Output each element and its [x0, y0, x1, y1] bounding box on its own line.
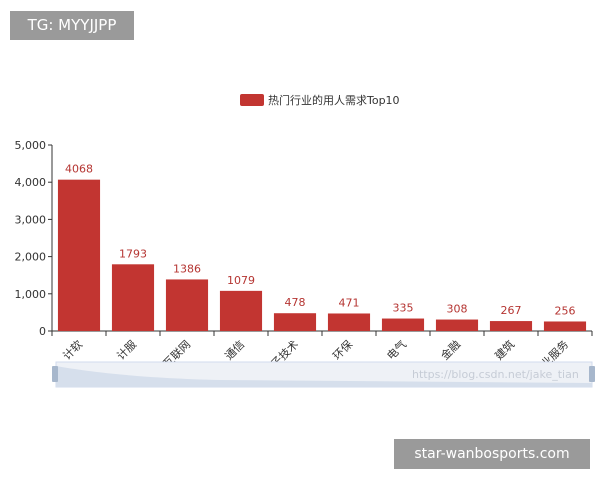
y-tick-label: 0: [39, 325, 46, 338]
data-zoom-slider[interactable]: https://blog.csdn.net/jake_tian: [52, 361, 595, 388]
x-category-label: 环保: [330, 337, 355, 362]
bar-value-label: 1386: [173, 262, 201, 275]
x-category-label: 通信: [222, 338, 247, 363]
bar-value-label: 4068: [65, 163, 93, 176]
bar-5[interactable]: [273, 313, 317, 331]
bar-value-label: 1079: [227, 274, 255, 287]
bar-value-label: 308: [447, 303, 468, 316]
x-category-label: 电气: [384, 337, 409, 362]
legend[interactable]: 热门行业的用人需求Top10: [240, 93, 400, 107]
bar-1[interactable]: [57, 179, 101, 331]
x-category-label: 计软: [60, 337, 85, 362]
bar-4[interactable]: [219, 290, 263, 331]
watermark-bottom: star-wanbosports.com: [394, 439, 590, 469]
bar-value-label: 471: [339, 296, 360, 309]
y-tick-label: 5,000: [15, 139, 47, 152]
bar-value-label: 478: [285, 296, 306, 309]
data-zoom-handle-left[interactable]: [52, 366, 58, 382]
bar-9[interactable]: [489, 321, 533, 331]
bar-7[interactable]: [381, 318, 425, 331]
data-zoom-shadow: [56, 366, 592, 387]
bar-6[interactable]: [327, 313, 371, 331]
y-tick-label: 1,000: [15, 288, 47, 301]
legend-swatch: [240, 94, 264, 106]
bar-8[interactable]: [435, 319, 479, 331]
y-tick-label: 2,000: [15, 251, 47, 264]
overlay-url: https://blog.csdn.net/jake_tian: [412, 368, 579, 381]
x-category-label: 金融: [438, 337, 463, 362]
x-category-label: 计服: [114, 338, 139, 363]
bar-value-label: 1793: [119, 247, 147, 260]
bar-value-label: 256: [555, 304, 576, 317]
y-tick-label: 3,000: [15, 213, 47, 226]
legend-label: 热门行业的用人需求Top10: [268, 93, 400, 107]
bar-10[interactable]: [543, 321, 587, 331]
watermark-top: TG: MYYJJPP: [10, 11, 134, 40]
x-category-label: 建筑: [492, 337, 517, 362]
data-zoom-handle-right[interactable]: [589, 366, 595, 382]
y-tick-label: 4,000: [15, 176, 47, 189]
bar-value-label: 267: [501, 304, 522, 317]
bar-2[interactable]: [111, 264, 155, 331]
bar-3[interactable]: [165, 279, 209, 331]
bar-value-label: 335: [393, 302, 414, 315]
